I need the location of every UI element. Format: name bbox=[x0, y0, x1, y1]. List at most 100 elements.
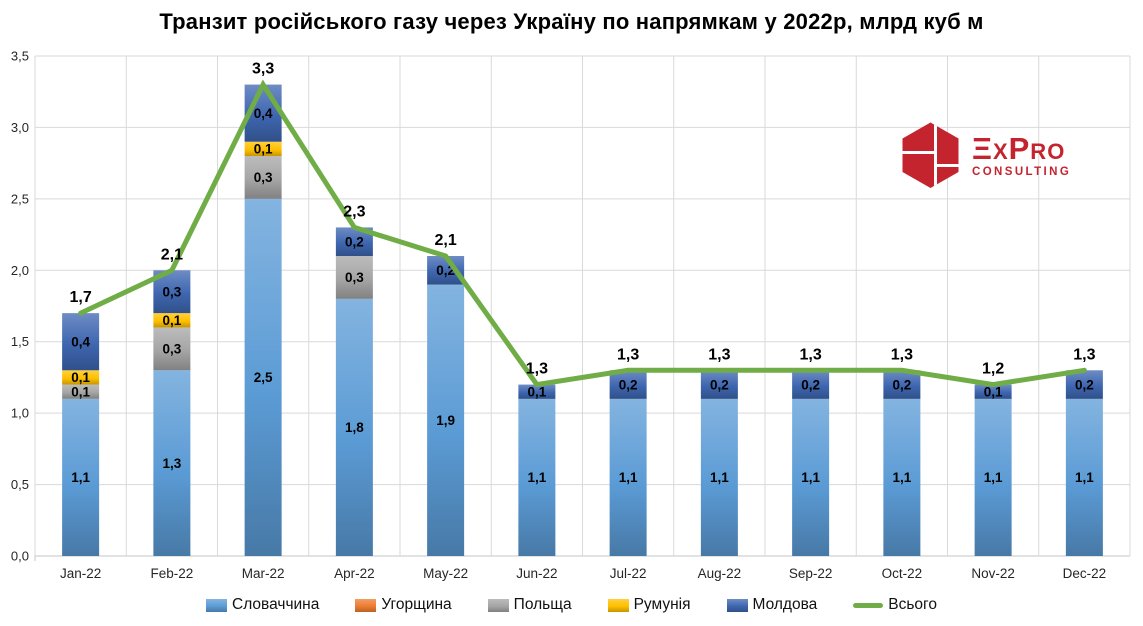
segment-value-label: 0,3 bbox=[162, 285, 181, 300]
segment-value-label: 0,4 bbox=[71, 335, 90, 350]
total-value-label: 1,3 bbox=[891, 346, 913, 363]
segment-value-label: 0,1 bbox=[984, 385, 1003, 400]
bar-segment bbox=[335, 256, 373, 299]
x-axis-label: May-22 bbox=[423, 566, 468, 581]
x-axis-label: Jan-22 bbox=[60, 566, 101, 581]
bar-segment bbox=[62, 370, 100, 385]
legend-label: Молдова bbox=[752, 596, 818, 613]
x-axis-label: Dec-22 bbox=[1063, 566, 1107, 581]
legend-label: Всього bbox=[888, 596, 937, 613]
bar-segment bbox=[153, 327, 191, 371]
legend-label: Угорщина bbox=[381, 596, 452, 613]
total-value-label: 1,3 bbox=[800, 346, 822, 363]
bar-segment bbox=[1065, 370, 1103, 399]
expro-logo: ΞxPro CONSULTING bbox=[902, 122, 1071, 189]
segment-value-label: 1,1 bbox=[71, 470, 90, 485]
total-value-label: 1,3 bbox=[708, 346, 730, 363]
legend-item: Словаччина bbox=[206, 596, 319, 614]
bar-segment bbox=[335, 298, 373, 556]
segment-value-label: 0,1 bbox=[162, 313, 181, 328]
segment-value-label: 0,3 bbox=[162, 342, 181, 357]
y-axis-tick-label: 1,0 bbox=[11, 406, 29, 421]
y-axis-tick-label: 1,5 bbox=[11, 334, 29, 349]
segment-value-label: 1,9 bbox=[436, 413, 455, 428]
x-axis-label: Apr-22 bbox=[334, 566, 375, 581]
legend-swatch bbox=[487, 598, 509, 612]
bar-segment bbox=[518, 398, 556, 556]
segment-value-label: 0,4 bbox=[254, 106, 273, 121]
logo-brand-text: ΞxPro bbox=[972, 130, 1066, 166]
legend-item: Румунія bbox=[607, 596, 691, 614]
total-value-label: 1,3 bbox=[526, 361, 548, 378]
segment-value-label: 1,8 bbox=[345, 420, 364, 435]
bar-segment bbox=[153, 370, 191, 556]
bar-segment bbox=[609, 398, 647, 556]
segment-value-label: 1,1 bbox=[801, 470, 820, 485]
y-axis-tick-label: 3,5 bbox=[11, 49, 29, 64]
segment-value-label: 2,5 bbox=[254, 370, 273, 385]
bar-segment bbox=[62, 398, 100, 556]
total-value-label: 1,2 bbox=[982, 361, 1004, 378]
bar-segment bbox=[792, 398, 830, 556]
legend-item: Молдова bbox=[726, 596, 818, 614]
bar-segment bbox=[62, 313, 100, 371]
bar-segment bbox=[518, 384, 556, 399]
legend-label: Польща bbox=[513, 596, 572, 613]
bar-segment bbox=[62, 384, 100, 399]
segment-value-label: 0,1 bbox=[254, 142, 273, 157]
total-value-label: 2,1 bbox=[435, 232, 457, 249]
x-axis-label: Mar-22 bbox=[242, 566, 285, 581]
bar-segment bbox=[792, 370, 830, 399]
bar-segment bbox=[153, 313, 191, 328]
legend-item: Всього bbox=[853, 596, 937, 614]
y-axis-tick-label: 0,0 bbox=[11, 549, 29, 564]
expro-hexagon-icon bbox=[902, 122, 959, 188]
total-value-label: 1,7 bbox=[70, 289, 92, 306]
legend-label: Словаччина bbox=[232, 596, 320, 613]
logo-text: ΞxPro CONSULTING bbox=[972, 130, 1072, 178]
segment-value-label: 1,3 bbox=[162, 456, 181, 471]
segment-value-label: 1,1 bbox=[1075, 470, 1094, 485]
legend-swatch bbox=[607, 598, 629, 612]
x-axis-label: Feb-22 bbox=[150, 566, 193, 581]
y-axis-tick-label: 2,5 bbox=[11, 191, 29, 206]
segment-value-label: 0,2 bbox=[619, 377, 638, 392]
segment-value-label: 1,1 bbox=[984, 470, 1003, 485]
bar-segment bbox=[244, 141, 282, 156]
total-value-label: 2,1 bbox=[161, 246, 183, 263]
total-value-label: 3,3 bbox=[252, 61, 274, 78]
segment-value-label: 0,1 bbox=[71, 370, 90, 385]
segment-value-label: 0,2 bbox=[801, 377, 820, 392]
bar-segment bbox=[427, 284, 465, 556]
bar-segment bbox=[1065, 398, 1103, 556]
legend-item: Польща bbox=[487, 596, 572, 614]
segment-value-label: 1,1 bbox=[892, 470, 911, 485]
logo-subtitle: CONSULTING bbox=[972, 165, 1072, 178]
segment-value-label: 0,3 bbox=[254, 170, 273, 185]
x-axis-label: Jun-22 bbox=[516, 566, 557, 581]
x-axis-label: Oct-22 bbox=[882, 566, 923, 581]
legend-swatch bbox=[355, 598, 377, 612]
x-axis-label: Jul-22 bbox=[610, 566, 647, 581]
total-value-label: 1,3 bbox=[1073, 346, 1095, 363]
legend-swatch bbox=[206, 598, 227, 612]
bar-segment bbox=[244, 156, 282, 199]
segment-value-label: 0,1 bbox=[527, 385, 546, 400]
bar-segment bbox=[883, 370, 921, 399]
x-axis-label: Sep-22 bbox=[789, 566, 833, 581]
total-value-label: 1,3 bbox=[617, 346, 639, 363]
segment-value-label: 0,2 bbox=[892, 377, 911, 392]
legend-label: Румунія bbox=[633, 596, 691, 613]
segment-value-label: 1,1 bbox=[619, 470, 638, 485]
bar-segment bbox=[974, 384, 1012, 399]
bar-segment bbox=[974, 398, 1012, 556]
total-line bbox=[78, 79, 1087, 388]
bar-segment bbox=[883, 398, 921, 556]
bar-segment bbox=[700, 398, 738, 556]
segment-value-label: 0,2 bbox=[710, 377, 729, 392]
legend-line-swatch bbox=[853, 602, 884, 608]
chart-title: Транзит російського газу через Україну п… bbox=[159, 9, 984, 34]
segment-value-label: 1,1 bbox=[527, 470, 546, 485]
